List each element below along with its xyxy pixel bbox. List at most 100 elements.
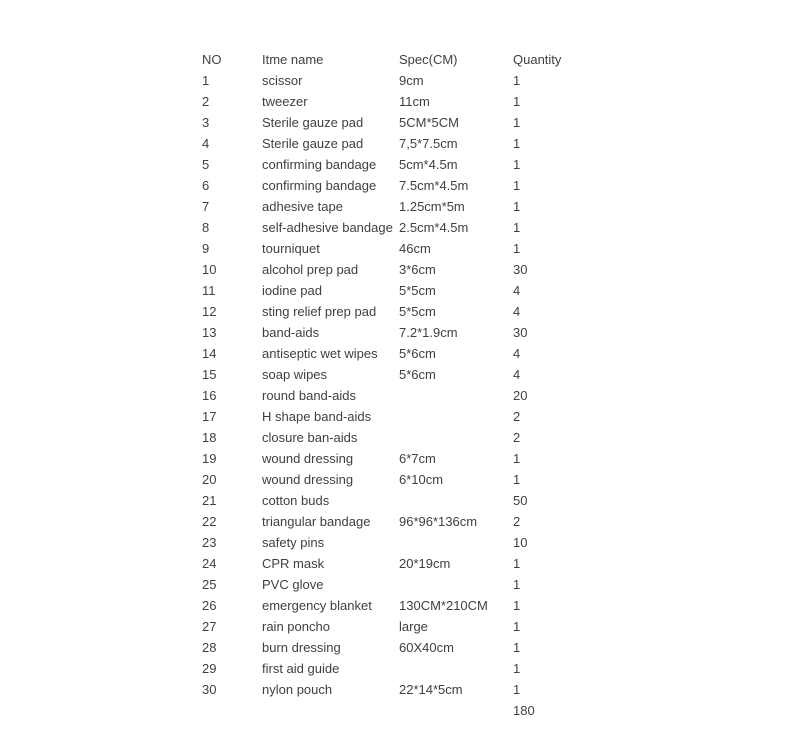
cell-spec: 5*5cm <box>399 283 436 298</box>
table-row: 18 closure ban-aids 2 <box>202 427 583 448</box>
table-row: 3 Sterile gauze pad 5CM*5CM 1 <box>202 112 583 133</box>
cell-spec: 7,5*7.5cm <box>399 136 458 151</box>
cell-spec <box>399 532 513 553</box>
table-row: 28 burn dressing 60X40cm 1 <box>202 637 583 658</box>
cell-no: 27 <box>202 619 217 634</box>
cell-quantity: 1 <box>513 73 521 88</box>
cell-no: 30 <box>202 682 217 697</box>
cell-no: 5 <box>202 157 210 172</box>
cell-quantity: 1 <box>513 556 521 571</box>
cell-item-name: burn dressing <box>262 640 341 655</box>
cell-spec: 20*19cm <box>399 556 451 571</box>
table-row: 8 self-adhesive bandage 2.5cm*4.5m 1 <box>202 217 583 238</box>
cell-spec: 5*6cm <box>399 367 436 382</box>
cell-item-name: confirming bandage <box>262 178 377 193</box>
cell-spec: 3*6cm <box>399 262 436 277</box>
table-row: 17 H shape band-aids 2 <box>202 406 583 427</box>
header-item-name: Itme name <box>262 52 324 67</box>
cell-no: 10 <box>202 262 217 277</box>
table-header-row: NO Itme name Spec(CM) Quantity <box>202 49 583 70</box>
cell-spec: 60X40cm <box>399 640 454 655</box>
cell-quantity: 20 <box>513 388 528 403</box>
cell-spec: 7.5cm*4.5m <box>399 178 469 193</box>
cell-spec <box>399 574 513 595</box>
table-row: 12 sting relief prep pad 5*5cm 4 <box>202 301 583 322</box>
cell-spec: 130CM*210CM <box>399 598 488 613</box>
cell-spec <box>399 406 513 427</box>
cell-no: 14 <box>202 346 217 361</box>
cell-spec: 96*96*136cm <box>399 514 478 529</box>
cell-no: 17 <box>202 409 217 424</box>
cell-spec: 46cm <box>399 241 431 256</box>
cell-item-name: H shape band-aids <box>262 409 372 424</box>
cell-quantity: 30 <box>513 262 528 277</box>
cell-no: 2 <box>202 94 210 109</box>
total-spec-cell <box>399 700 513 721</box>
cell-quantity: 1 <box>513 199 521 214</box>
cell-quantity: 1 <box>513 178 521 193</box>
cell-item-name: rain poncho <box>262 619 330 634</box>
cell-item-name: sting relief prep pad <box>262 304 377 319</box>
header-spec: Spec(CM) <box>399 52 458 67</box>
cell-quantity: 1 <box>513 640 521 655</box>
cell-quantity: 1 <box>513 661 521 676</box>
cell-quantity: 2 <box>513 430 521 445</box>
cell-no: 8 <box>202 220 210 235</box>
cell-item-name: Sterile gauze pad <box>262 136 364 151</box>
cell-quantity: 1 <box>513 472 521 487</box>
cell-no: 16 <box>202 388 217 403</box>
cell-spec: 22*14*5cm <box>399 682 463 697</box>
header-quantity: Quantity <box>513 52 562 67</box>
table-row: 27 rain poncho large 1 <box>202 616 583 637</box>
cell-quantity: 1 <box>513 682 521 697</box>
cell-quantity: 1 <box>513 136 521 151</box>
cell-no: 22 <box>202 514 217 529</box>
cell-no: 1 <box>202 73 210 88</box>
cell-quantity: 1 <box>513 451 521 466</box>
cell-item-name: self-adhesive bandage <box>262 220 393 235</box>
cell-no: 12 <box>202 304 217 319</box>
cell-spec: 5CM*5CM <box>399 115 459 130</box>
table-row: 30 nylon pouch 22*14*5cm 1 <box>202 679 583 700</box>
cell-spec <box>399 427 513 448</box>
cell-spec: 5cm*4.5m <box>399 157 458 172</box>
cell-spec: 5*5cm <box>399 304 436 319</box>
cell-no: 7 <box>202 199 210 214</box>
table-row: 14 antiseptic wet wipes 5*6cm 4 <box>202 343 583 364</box>
cell-item-name: wound dressing <box>262 472 354 487</box>
cell-no: 25 <box>202 577 217 592</box>
cell-item-name: PVC glove <box>262 577 324 592</box>
cell-spec <box>399 385 513 406</box>
cell-spec: 1.25cm*5m <box>399 199 465 214</box>
cell-item-name: confirming bandage <box>262 157 377 172</box>
table-row: 2 tweezer 11cm 1 <box>202 91 583 112</box>
table-row: 13 band-aids 7.2*1.9cm 30 <box>202 322 583 343</box>
cell-spec: 6*10cm <box>399 472 444 487</box>
cell-no: 15 <box>202 367 217 382</box>
cell-quantity: 4 <box>513 304 521 319</box>
cell-spec: 6*7cm <box>399 451 436 466</box>
cell-no: 9 <box>202 241 210 256</box>
cell-quantity: 10 <box>513 535 528 550</box>
cell-spec: 11cm <box>399 94 430 109</box>
cell-no: 11 <box>202 283 216 298</box>
cell-no: 19 <box>202 451 217 466</box>
cell-no: 6 <box>202 178 210 193</box>
table-total-row: 180 <box>202 700 583 721</box>
cell-item-name: emergency blanket <box>262 598 372 613</box>
cell-quantity: 1 <box>513 220 521 235</box>
cell-quantity: 1 <box>513 115 521 130</box>
cell-quantity: 4 <box>513 367 521 382</box>
cell-item-name: adhesive tape <box>262 199 343 214</box>
cell-quantity: 50 <box>513 493 528 508</box>
cell-quantity: 2 <box>513 409 521 424</box>
packing-list-container: NO Itme name Spec(CM) Quantity 1 scissor 9… <box>202 49 583 721</box>
table-row: 4 Sterile gauze pad 7,5*7.5cm 1 <box>202 133 583 154</box>
cell-no: 18 <box>202 430 217 445</box>
table-row: 19 wound dressing 6*7cm 1 <box>202 448 583 469</box>
cell-item-name: tourniquet <box>262 241 320 256</box>
cell-no: 29 <box>202 661 217 676</box>
cell-item-name: tweezer <box>262 94 308 109</box>
cell-item-name: alcohol prep pad <box>262 262 359 277</box>
cell-no: 13 <box>202 325 217 340</box>
